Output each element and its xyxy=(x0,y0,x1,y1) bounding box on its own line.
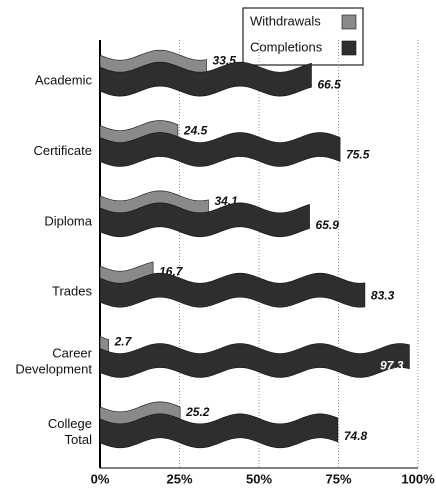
bar xyxy=(99,132,341,167)
x-tick-label: 0% xyxy=(91,471,110,486)
x-tick-label: 25% xyxy=(166,471,192,486)
y-tick-label: Trades xyxy=(52,284,92,299)
bar xyxy=(99,272,366,308)
data-label: 25.2 xyxy=(185,405,210,419)
y-tick-label: Certificate xyxy=(33,143,92,158)
data-label: 83.3 xyxy=(371,288,395,302)
data-label: 65.9 xyxy=(316,218,340,232)
data-label: 2.7 xyxy=(114,335,133,349)
data-label: 24.5 xyxy=(183,124,208,138)
data-label: 75.5 xyxy=(346,148,370,162)
data-label: 74.8 xyxy=(344,429,368,443)
bar xyxy=(99,202,310,238)
x-tick-label: 50% xyxy=(246,471,272,486)
x-tick-label: 100% xyxy=(401,471,435,486)
bar xyxy=(99,343,410,378)
y-tick-label: Academic xyxy=(35,73,93,88)
y-tick-label: College Total xyxy=(48,416,92,447)
data-label: 97.3 xyxy=(380,359,404,373)
bar xyxy=(99,61,312,97)
legend-swatch xyxy=(341,14,357,30)
bar xyxy=(99,413,339,449)
data-label: 66.5 xyxy=(317,77,341,91)
y-tick-label: Diploma xyxy=(44,213,92,228)
legend-swatch xyxy=(341,40,357,56)
legend-label: Withdrawals xyxy=(250,13,321,28)
y-tick-label: Career Development xyxy=(15,346,92,377)
legend-label: Completions xyxy=(250,39,323,54)
x-tick-label: 75% xyxy=(325,471,351,486)
